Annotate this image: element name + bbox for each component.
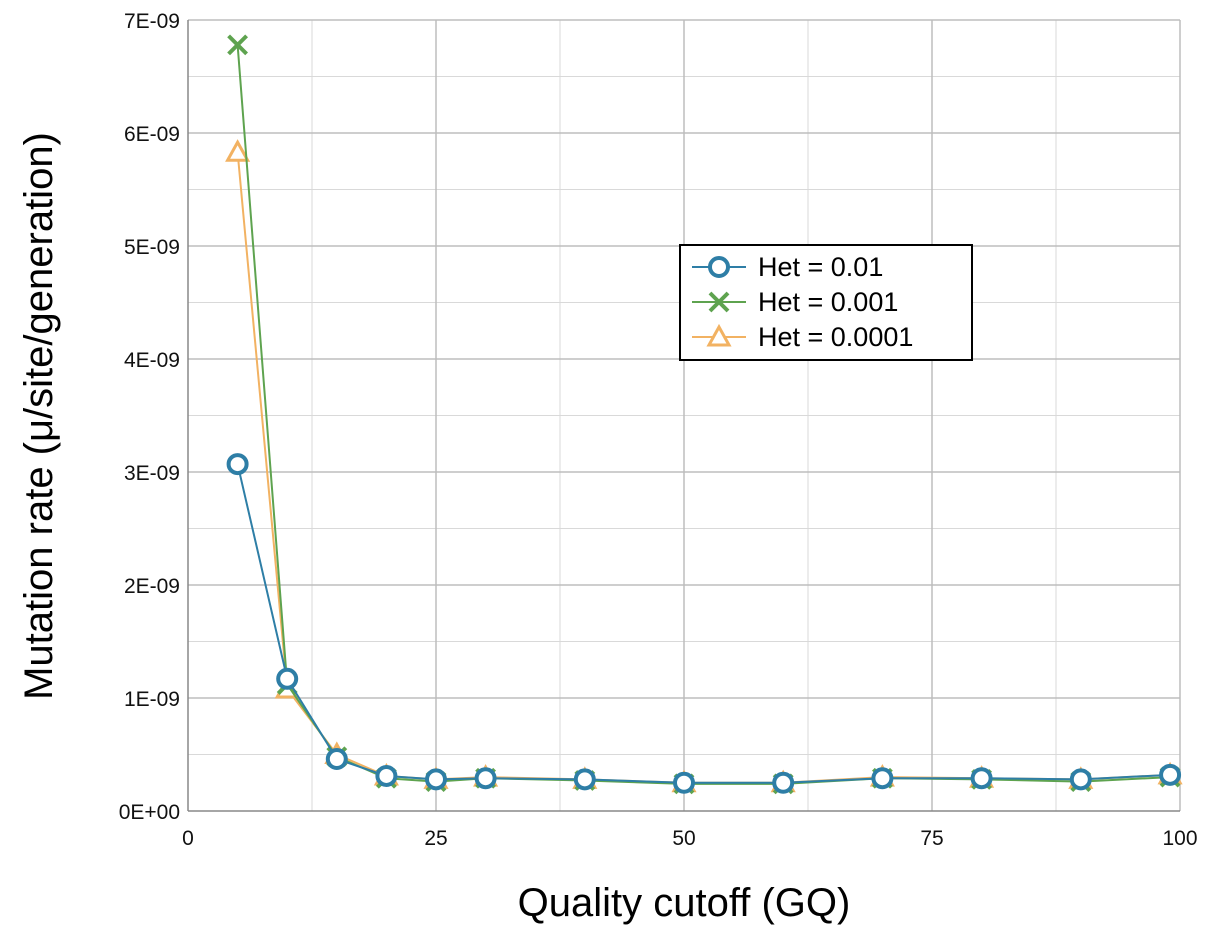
y-tick-label: 7E-09	[124, 10, 180, 33]
data-point	[225, 139, 251, 162]
legend-marker	[708, 256, 730, 278]
x-tick-label: 50	[672, 827, 695, 850]
legend-label: Het = 0.001	[758, 287, 898, 317]
series-circle	[226, 453, 1182, 794]
data-point	[227, 34, 249, 56]
legend-marker	[706, 323, 732, 347]
x-stroke	[227, 34, 249, 56]
x-tick-label: 0	[182, 827, 194, 850]
y-tick-label: 0E+00	[119, 801, 180, 824]
y-axis-title: Mutation rate (μ/site/generation)	[17, 132, 61, 700]
legend-label: Het = 0.0001	[758, 322, 913, 352]
legend-item: Het = 0.0001	[692, 322, 913, 352]
data-point	[474, 767, 497, 790]
data-point	[573, 768, 596, 791]
data-point	[425, 768, 447, 791]
axes: 0E+00 1E-09 2E-09 3E-09 4E-09 5E-09 6E-09 7E-09…	[119, 10, 1198, 850]
series-layer	[225, 34, 1183, 795]
x-stroke	[708, 291, 730, 313]
y-tick-label: 2E-09	[124, 575, 180, 598]
legend-marker	[708, 291, 730, 313]
y-tick-label: 5E-09	[124, 236, 180, 259]
x-tick-label: 25	[424, 827, 447, 850]
data-point	[375, 764, 398, 787]
data-point	[772, 771, 795, 794]
y-tick-label: 6E-09	[124, 123, 180, 146]
data-point	[325, 748, 348, 771]
legend: Het = 0.01 Het = 0.001 Het = 0.0001	[679, 244, 973, 361]
y-tick-label: 3E-09	[124, 462, 180, 485]
x-axis-title: Quality cutoff (GQ)	[518, 881, 851, 925]
legend-item: Het = 0.001	[692, 287, 898, 317]
grid	[188, 19, 1181, 811]
data-point	[276, 667, 299, 690]
data-point	[1069, 768, 1092, 791]
legend-label: Het = 0.01	[758, 252, 883, 282]
y-tick-label: 4E-09	[124, 349, 180, 372]
x-tick-label: 75	[920, 827, 943, 850]
data-point	[673, 771, 695, 794]
data-point	[226, 453, 249, 476]
data-point	[1159, 763, 1182, 786]
x-tick-label: 100	[1162, 827, 1197, 850]
data-point	[871, 767, 894, 790]
data-point	[970, 767, 993, 790]
y-tick-label: 1E-09	[124, 688, 180, 711]
legend-item: Het = 0.01	[692, 252, 883, 282]
